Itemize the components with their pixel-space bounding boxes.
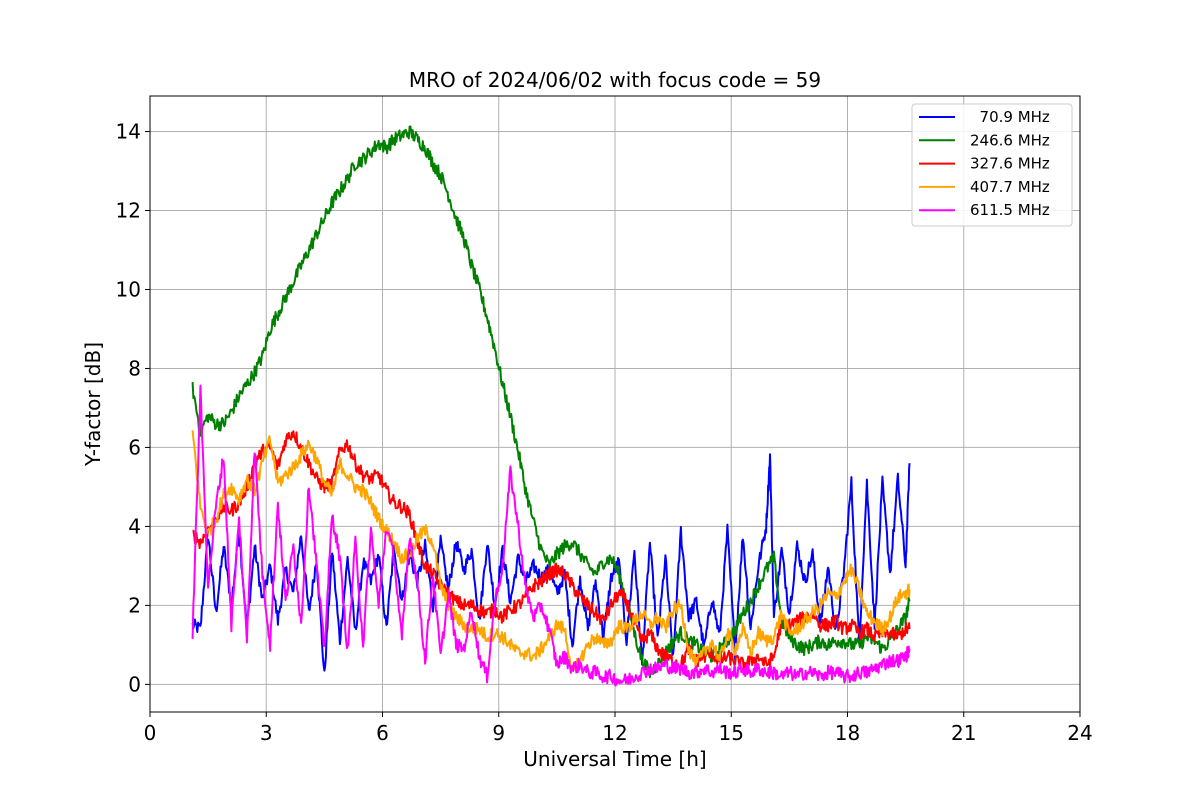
series-line-327-6-mhz	[192, 430, 911, 672]
x-tick-label: 12	[602, 721, 627, 745]
x-tick-label: 21	[951, 721, 976, 745]
y-tick-label: 8	[128, 356, 141, 380]
y-tick-label: 14	[116, 120, 141, 144]
y-axis-label: Y-factor [dB]	[81, 342, 105, 467]
y-tick-label: 2	[128, 593, 141, 617]
x-tick-label: 6	[376, 721, 389, 745]
chart-title: MRO of 2024/06/02 with focus code = 59	[409, 68, 821, 92]
series-line-70-9-mhz	[191, 453, 911, 672]
series-line-246-6-mhz	[191, 125, 911, 679]
x-tick-label: 18	[835, 721, 860, 745]
plot-area	[191, 125, 911, 687]
legend-label: 327.6 MHz	[970, 155, 1050, 173]
x-tick-label: 15	[719, 721, 744, 745]
y-tick-label: 10	[116, 277, 141, 301]
series-line-407-7-mhz	[191, 430, 911, 671]
y-tick-label: 12	[116, 199, 141, 223]
legend-label: 70.9 MHz	[970, 108, 1050, 126]
y-tick-label: 4	[128, 514, 141, 538]
y-tick-label: 6	[128, 435, 141, 459]
legend-box	[911, 103, 1073, 227]
legend-label: 407.7 MHz	[970, 178, 1050, 196]
x-tick-label: 3	[260, 721, 273, 745]
x-tick-label: 0	[144, 721, 157, 745]
legend-label: 246.6 MHz	[970, 131, 1050, 149]
x-axis-label: Universal Time [h]	[523, 747, 706, 771]
y-tick-label: 0	[128, 672, 141, 696]
legend: 70.9 MHz 246.6 MHz 327.6 MHz 407.7 MHz 611.5…	[911, 103, 1073, 227]
x-tick-label: 24	[1067, 721, 1092, 745]
series-line-611-5-mhz	[191, 384, 911, 687]
legend-label: 611.5 MHz	[970, 201, 1050, 219]
x-tick-label: 9	[492, 721, 505, 745]
